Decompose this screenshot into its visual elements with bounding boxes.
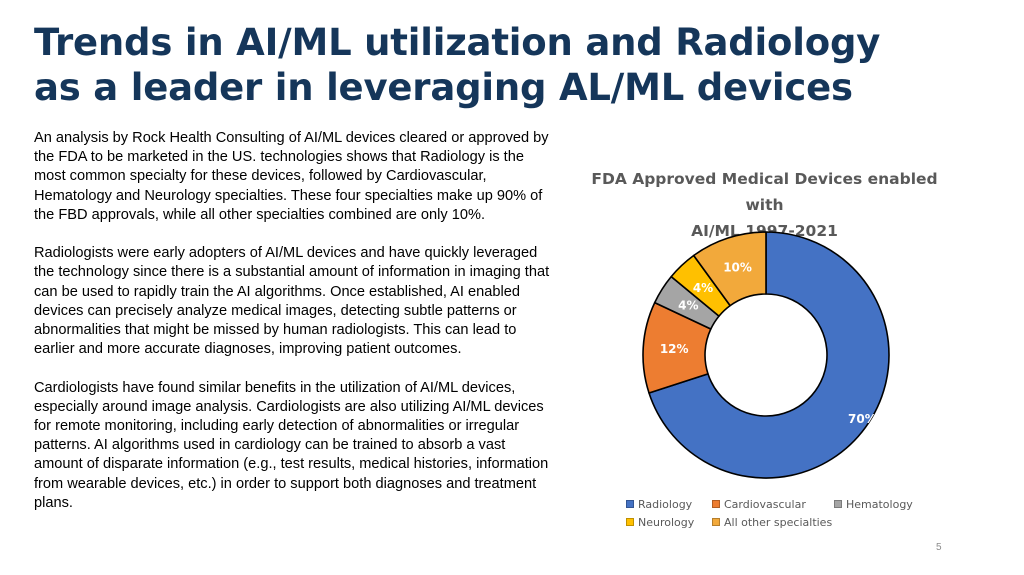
chart-title-line-2: AI/ML 1997-2021 <box>691 222 838 240</box>
legend-item-radiology: Radiology <box>626 498 712 511</box>
legend-item-cardiovascular: Cardiovascular <box>712 498 834 511</box>
data-label-hematology: 4% <box>678 299 698 313</box>
data-label-radiology: 70% <box>848 412 877 426</box>
donut-slice-radiology <box>648 231 890 479</box>
paragraph-3: Cardiologists have found similar benefit… <box>34 379 549 511</box>
chart-legend: Radiology Cardiovascular Hematology Neur… <box>626 495 926 531</box>
chart-title: FDA Approved Medical Devices enabled wit… <box>572 166 957 244</box>
legend-label-radiology: Radiology <box>638 497 693 511</box>
donut-slice-all-other-specialties <box>692 231 767 307</box>
legend-row-1: Radiology Cardiovascular Hematology <box>626 495 926 513</box>
legend-row-2: Neurology All other specialties <box>626 513 926 531</box>
slide-title-line-2: as a leader in leveraging AL/ML devices <box>34 66 853 109</box>
legend-swatch-radiology <box>626 500 634 508</box>
legend-label-hematology: Hematology <box>846 497 913 511</box>
page-number: 5 <box>936 542 942 553</box>
legend-swatch-hematology <box>834 500 842 508</box>
chart-title-line-1: FDA Approved Medical Devices enabled wit… <box>591 170 938 214</box>
slide-title-line-1: Trends in AI/ML utilization and Radiolog… <box>34 21 881 64</box>
paragraph-1: An analysis by Rock Health Consulting of… <box>34 130 549 223</box>
legend-swatch-cardiovascular <box>712 500 720 508</box>
data-label-cardiovascular: 12% <box>660 342 689 356</box>
legend-swatch-all-other-specialties <box>712 518 720 526</box>
slide-title: Trends in AI/ML utilization and Radiolog… <box>34 20 974 110</box>
legend-item-neurology: Neurology <box>626 516 712 529</box>
data-label-neurology: 4% <box>693 281 713 295</box>
legend-item-hematology: Hematology <box>834 498 913 511</box>
legend-label-cardiovascular: Cardiovascular <box>724 497 806 511</box>
legend-item-all-other-specialties: All other specialties <box>712 516 832 529</box>
legend-label-all-other-specialties: All other specialties <box>724 515 833 529</box>
data-label-all-other-specialties: 10% <box>723 261 752 275</box>
legend-label-neurology: Neurology <box>638 515 695 529</box>
paragraph-2: Radiologists were early adopters of AI/M… <box>34 245 550 358</box>
legend-swatch-neurology <box>626 518 634 526</box>
body-text: An analysis by Rock Health Consulting of… <box>34 129 552 532</box>
